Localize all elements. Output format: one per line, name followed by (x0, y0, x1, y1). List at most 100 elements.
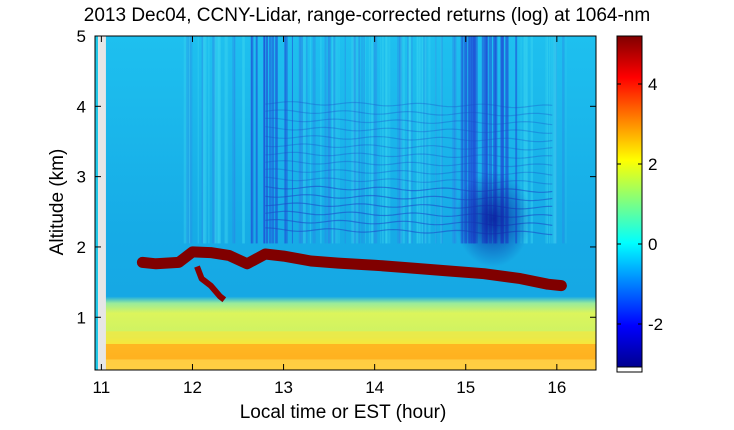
streak (361, 36, 363, 244)
streak (421, 36, 424, 244)
streak (225, 36, 228, 244)
streak (494, 36, 498, 244)
streak (188, 36, 191, 244)
streak (265, 36, 269, 244)
streak (299, 36, 303, 244)
colorbar-tick-label: 0 (648, 235, 657, 254)
y-tick-label: 5 (77, 27, 86, 46)
streak (408, 36, 411, 244)
streak (408, 36, 411, 244)
streak (218, 36, 221, 244)
streak (524, 36, 527, 244)
streak (397, 36, 400, 244)
streak (213, 36, 217, 244)
streak (186, 36, 188, 244)
streak (520, 36, 522, 244)
streak (255, 36, 258, 244)
streak (407, 36, 409, 244)
streak (550, 36, 554, 244)
streak (481, 36, 485, 244)
surface-layer (95, 343, 596, 360)
streak (233, 36, 236, 244)
streak (546, 36, 548, 244)
streak (372, 36, 374, 244)
streak (271, 36, 275, 244)
streak (416, 36, 419, 244)
streak (275, 36, 278, 244)
streak (352, 36, 356, 244)
y-axis: 1 2 3 4 5 (77, 27, 596, 327)
streak (424, 36, 427, 244)
streak (351, 36, 355, 244)
y-axis-label: Altitude (km) (47, 149, 68, 256)
streak (299, 36, 301, 244)
streak (553, 36, 557, 244)
streak (388, 36, 391, 244)
streak (197, 36, 199, 244)
streak (485, 36, 488, 244)
streak (545, 36, 549, 244)
streak (399, 36, 402, 244)
colorbar (616, 35, 643, 368)
x-axis-label: Local time or EST (hour) (240, 402, 447, 423)
streak (467, 36, 470, 244)
streak (285, 36, 288, 244)
streak (461, 36, 464, 244)
streak (441, 36, 443, 244)
streak (371, 36, 373, 244)
streak (331, 36, 334, 244)
wave (265, 143, 553, 151)
streak (525, 36, 528, 244)
streak (428, 36, 431, 244)
streak (250, 36, 252, 244)
streak (203, 36, 206, 244)
wave (265, 117, 553, 126)
streak (338, 36, 340, 244)
streak (291, 36, 293, 244)
streak (382, 36, 384, 244)
colorbar-tick-label: -2 (648, 315, 663, 334)
streak (301, 36, 304, 244)
data-gap-edge (95, 36, 98, 370)
streak (212, 36, 216, 244)
chart-title: 2013 Dec04, CCNY-Lidar, range-corrected … (84, 5, 650, 26)
streak (453, 36, 457, 244)
streak (380, 36, 382, 244)
streak (217, 36, 221, 244)
streak (434, 36, 437, 244)
streak (186, 36, 188, 244)
streak (408, 36, 412, 244)
streak (358, 36, 360, 244)
colorbar-end-cap (616, 366, 643, 373)
cloud-layer (136, 246, 567, 292)
surface-layer-lower (95, 359, 596, 370)
cloud-drip (194, 265, 227, 303)
streak (515, 36, 518, 244)
streak (562, 36, 565, 244)
wave (265, 126, 553, 134)
streak (355, 36, 359, 244)
streak (302, 36, 306, 244)
streak (214, 36, 216, 244)
vertical-streaks (183, 36, 567, 244)
y-tick-label: 1 (77, 308, 86, 327)
streak (242, 36, 245, 244)
streak (402, 36, 405, 244)
plot-frame (94, 35, 597, 371)
streak (251, 36, 254, 244)
streak (548, 36, 551, 244)
streak (324, 36, 327, 244)
y-tick-label: 4 (77, 97, 86, 116)
wave (265, 101, 553, 109)
streak (493, 36, 496, 244)
streak (470, 36, 473, 244)
x-tick-label: 13 (274, 378, 293, 397)
streak (357, 36, 361, 244)
streak (353, 36, 357, 244)
streak (505, 36, 509, 244)
streak (460, 36, 463, 244)
streak (465, 36, 467, 244)
heatmap-field (95, 36, 596, 370)
streak (452, 36, 455, 244)
streak (205, 36, 207, 244)
